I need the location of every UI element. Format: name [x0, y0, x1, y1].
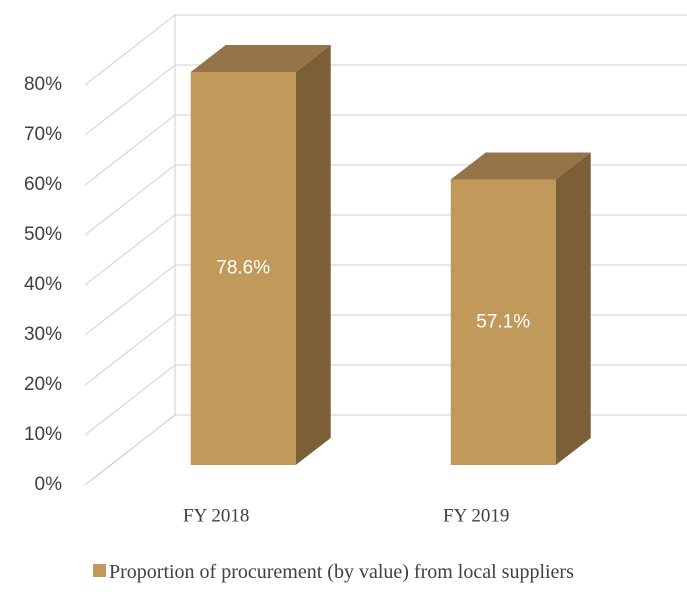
- bar-top: [450, 152, 591, 180]
- y-tick-label: 30%: [24, 324, 62, 345]
- value-label: 57.1%: [476, 311, 530, 332]
- bar: [190, 72, 296, 465]
- y-tick-label: 10%: [24, 424, 62, 445]
- x-tick-label: FY 2018: [183, 505, 249, 526]
- grid-line: [84, 364, 176, 436]
- y-tick-label: 80%: [24, 74, 62, 95]
- y-tick-label: 50%: [24, 224, 62, 245]
- grid-line: [84, 214, 176, 286]
- grid-line: [84, 314, 176, 386]
- grid-line: [84, 114, 176, 186]
- y-tick-label: 0%: [35, 474, 63, 495]
- x-tick-label: FY 2019: [443, 505, 509, 526]
- grid-line: [84, 264, 176, 336]
- y-tick-label: 40%: [24, 274, 62, 295]
- bar-side: [295, 45, 331, 465]
- grid-line: [84, 14, 176, 86]
- grid-line: [84, 64, 176, 136]
- bar-side: [555, 152, 591, 465]
- value-label: 78.6%: [216, 258, 270, 279]
- grid-line: [84, 164, 176, 236]
- legend-label: Proportion of procurement (by value) fro…: [109, 561, 574, 583]
- y-tick-label: 20%: [24, 374, 62, 395]
- legend: Proportion of procurement (by value) fro…: [93, 560, 673, 584]
- grid-line: [84, 414, 176, 486]
- bar: [450, 179, 556, 465]
- y-tick-label: 70%: [24, 124, 62, 145]
- legend-swatch: [93, 564, 106, 577]
- y-tick-label: 60%: [24, 174, 62, 195]
- bar-top: [190, 45, 331, 72]
